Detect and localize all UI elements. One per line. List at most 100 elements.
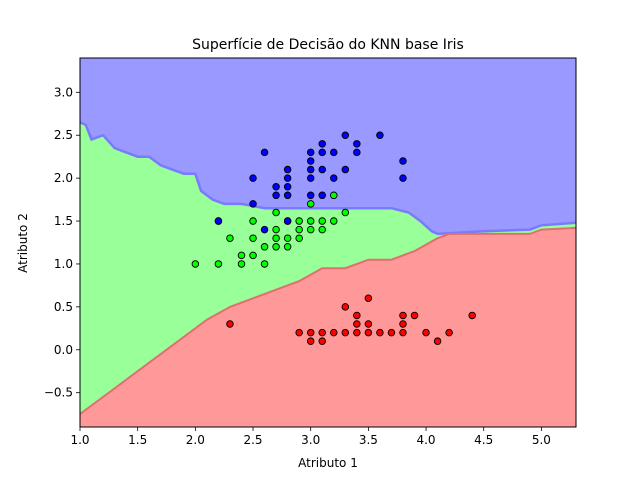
point-blue: [283, 191, 292, 200]
point-green: [272, 243, 280, 251]
point-red: [399, 311, 407, 320]
region-red: [80, 227, 576, 427]
point-green: [341, 208, 350, 217]
point-red: [387, 328, 396, 337]
point-blue: [272, 191, 280, 200]
point-blue: [330, 148, 338, 157]
point-blue: [249, 200, 257, 208]
point-green: [272, 225, 280, 234]
point-blue: [353, 148, 361, 157]
point-red: [330, 328, 338, 337]
point-blue: [353, 140, 361, 148]
point-red: [318, 328, 326, 337]
point-green: [318, 217, 326, 225]
x-tick-label: 2.0: [186, 433, 205, 447]
point-red: [445, 328, 453, 337]
point-green: [283, 234, 292, 242]
x-tick-label: 4.5: [474, 433, 493, 447]
point-red: [399, 328, 407, 337]
y-axis-label: Atributo 2: [16, 213, 30, 273]
y-tick-label: 2.5: [54, 128, 73, 142]
points-layer: [191, 131, 476, 345]
point-red: [353, 311, 361, 320]
point-blue: [399, 157, 407, 165]
x-axis-label: Atributo 1: [298, 456, 358, 470]
point-green: [306, 225, 315, 234]
point-blue: [318, 191, 326, 200]
point-red: [353, 328, 361, 337]
point-green: [237, 260, 246, 268]
point-red: [468, 311, 476, 320]
point-green: [191, 260, 200, 268]
point-green: [237, 251, 246, 260]
point-green: [272, 208, 280, 217]
point-blue: [318, 140, 326, 148]
y-tick-label: 2.0: [54, 171, 73, 185]
point-blue: [214, 217, 223, 225]
point-green: [249, 217, 257, 225]
point-green: [295, 217, 303, 225]
point-blue: [306, 148, 315, 157]
point-red: [364, 328, 373, 337]
point-red: [341, 303, 350, 311]
point-green: [272, 234, 280, 242]
y-tick-label: 1.5: [54, 214, 73, 228]
point-red: [318, 337, 326, 345]
point-green: [249, 234, 257, 242]
point-blue: [330, 174, 338, 182]
y-axis: −0.5 0.0 0.5 1.0 1.5 2.0 2.5 3.0: [44, 85, 80, 400]
point-blue: [260, 148, 269, 157]
point-green: [249, 251, 257, 260]
plot-area: [79, 58, 577, 427]
point-red: [341, 328, 350, 337]
point-red: [399, 320, 407, 328]
point-red: [433, 337, 442, 345]
region-blue: [80, 58, 576, 234]
x-tick-label: 3.0: [301, 433, 320, 447]
axes-frame: [79, 57, 577, 428]
x-axis: 1.0 1.5 2.0 2.5 3.0 3.5 4.0 4.5 5.0: [70, 427, 551, 447]
y-tick-label: −0.5: [44, 386, 73, 400]
point-red: [410, 311, 419, 320]
point-blue: [399, 174, 407, 182]
point-red: [364, 294, 373, 303]
point-blue: [272, 182, 280, 191]
point-green: [260, 243, 269, 251]
point-green: [330, 191, 338, 200]
point-blue: [260, 225, 269, 234]
point-blue: [306, 165, 315, 174]
y-tick-label: 0.0: [54, 343, 73, 357]
point-red: [295, 328, 303, 337]
x-tick-label: 1.0: [70, 433, 89, 447]
point-green: [283, 243, 292, 251]
point-blue: [306, 174, 315, 182]
point-blue: [318, 148, 326, 157]
point-blue: [249, 174, 257, 182]
point-blue: [306, 157, 315, 165]
y-tick-label: 0.5: [54, 300, 73, 314]
chart-title: Superfície de Decisão do KNN base Iris: [192, 37, 464, 53]
y-tick-label: 1.0: [54, 257, 73, 271]
point-red: [306, 328, 315, 337]
point-blue: [306, 191, 315, 200]
point-blue: [376, 131, 384, 139]
point-blue: [283, 165, 292, 174]
point-red: [226, 320, 234, 328]
x-tick-label: 5.0: [532, 433, 551, 447]
point-blue: [341, 131, 350, 139]
x-tick-label: 4.0: [416, 433, 435, 447]
x-tick-label: 2.5: [243, 433, 262, 447]
point-green: [295, 234, 303, 242]
point-green: [214, 260, 223, 268]
boundary-green-red: [79, 226, 577, 415]
point-red: [376, 328, 384, 337]
point-green: [330, 217, 338, 225]
point-green: [260, 260, 269, 268]
point-blue: [318, 165, 326, 174]
y-tick-label: 3.0: [54, 85, 73, 99]
point-green: [295, 225, 303, 234]
point-blue: [341, 165, 350, 174]
point-blue: [283, 217, 292, 225]
point-red: [364, 320, 373, 328]
